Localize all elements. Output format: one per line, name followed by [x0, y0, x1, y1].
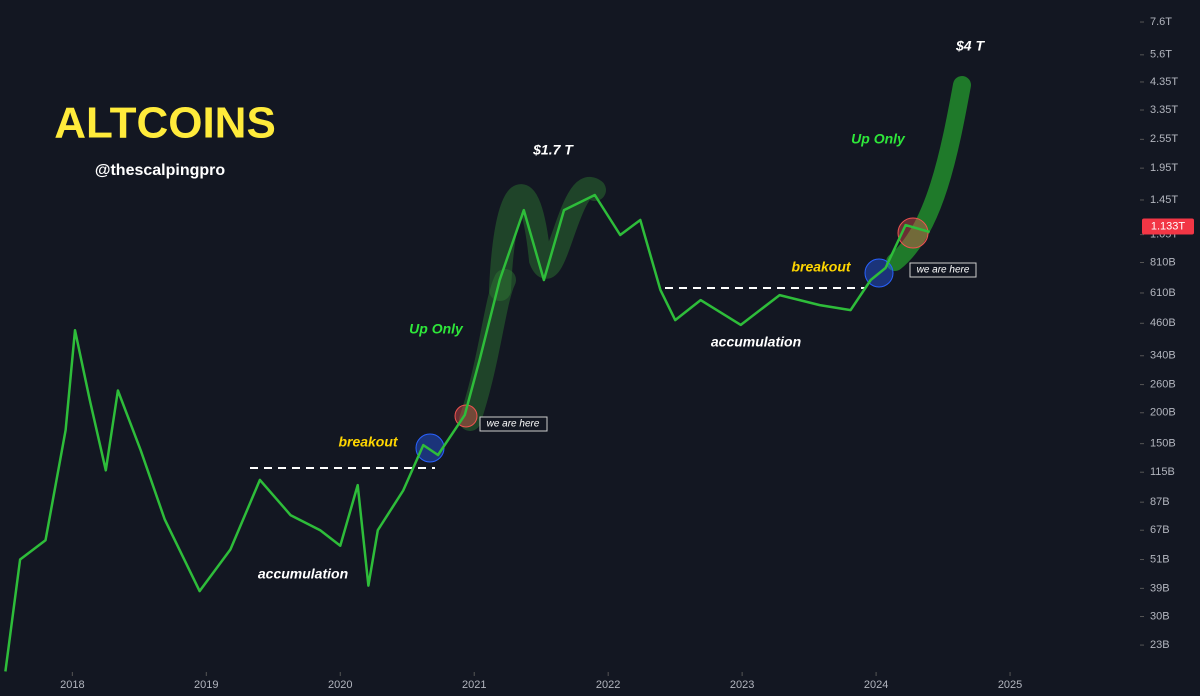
- x-tick-label: 2020: [328, 679, 352, 691]
- chart-title: ALTCOINS: [54, 99, 276, 148]
- y-tick-label: 51B: [1150, 553, 1170, 565]
- y-tick-label: 115B: [1150, 466, 1175, 478]
- label-box: [479, 416, 548, 432]
- y-tick-label: 87B: [1150, 496, 1170, 508]
- price-line: [4, 193, 931, 672]
- annotation: Up Only: [409, 321, 464, 337]
- highlight-band: [459, 269, 516, 431]
- y-tick-label: 200B: [1150, 407, 1176, 419]
- last-price-label: 1.133T: [1151, 220, 1186, 232]
- last-price-box: [1142, 218, 1194, 235]
- y-tick-label: 340B: [1150, 350, 1176, 362]
- y-tick-label: 610B: [1150, 287, 1176, 299]
- y-tick-label: 4.35T: [1150, 76, 1178, 88]
- annotation: $1.7 T: [532, 142, 574, 158]
- projection: [886, 76, 971, 271]
- y-tick-label: 7.6T: [1150, 16, 1172, 28]
- y-tick-label: 810B: [1150, 256, 1176, 268]
- annotation: Up Only: [851, 131, 906, 147]
- subtitle: @thescalpingpro: [95, 162, 226, 179]
- y-tick-label: 260B: [1150, 378, 1176, 390]
- x-tick-label: 2025: [998, 679, 1022, 691]
- x-tick-label: 2021: [462, 679, 486, 691]
- annotation: accumulation: [258, 566, 348, 582]
- y-tick-label: 150B: [1150, 438, 1176, 450]
- label-box: [909, 262, 977, 278]
- annotation: breakout: [338, 434, 398, 450]
- annotation: breakout: [791, 259, 851, 275]
- y-tick-label: 1.95T: [1150, 162, 1178, 174]
- y-tick-label: 5.6T: [1150, 49, 1172, 61]
- annotation: we are here: [917, 265, 970, 276]
- y-tick-label: 23B: [1150, 639, 1170, 651]
- x-tick-label: 2022: [596, 679, 620, 691]
- y-tick-label: 39B: [1150, 582, 1170, 594]
- y-tick-label: 3.35T: [1150, 104, 1178, 116]
- highlight-band: [489, 176, 606, 301]
- y-tick-label: 1.45T: [1150, 194, 1178, 206]
- y-tick-label: 2.55T: [1150, 133, 1178, 145]
- annotation: $4 T: [955, 38, 985, 54]
- x-tick-label: 2018: [60, 679, 84, 691]
- annotation: we are here: [487, 419, 540, 430]
- x-tick-label: 2023: [730, 679, 754, 691]
- marker-circle: [415, 433, 445, 463]
- x-tick-label: 2024: [864, 679, 888, 691]
- y-tick-label: 30B: [1150, 610, 1170, 622]
- x-tick-label: 2019: [194, 679, 218, 691]
- y-tick-label: 460B: [1150, 317, 1176, 329]
- y-tick-label: 67B: [1150, 524, 1170, 536]
- plot: [4, 21, 1144, 676]
- annotation: accumulation: [711, 334, 801, 350]
